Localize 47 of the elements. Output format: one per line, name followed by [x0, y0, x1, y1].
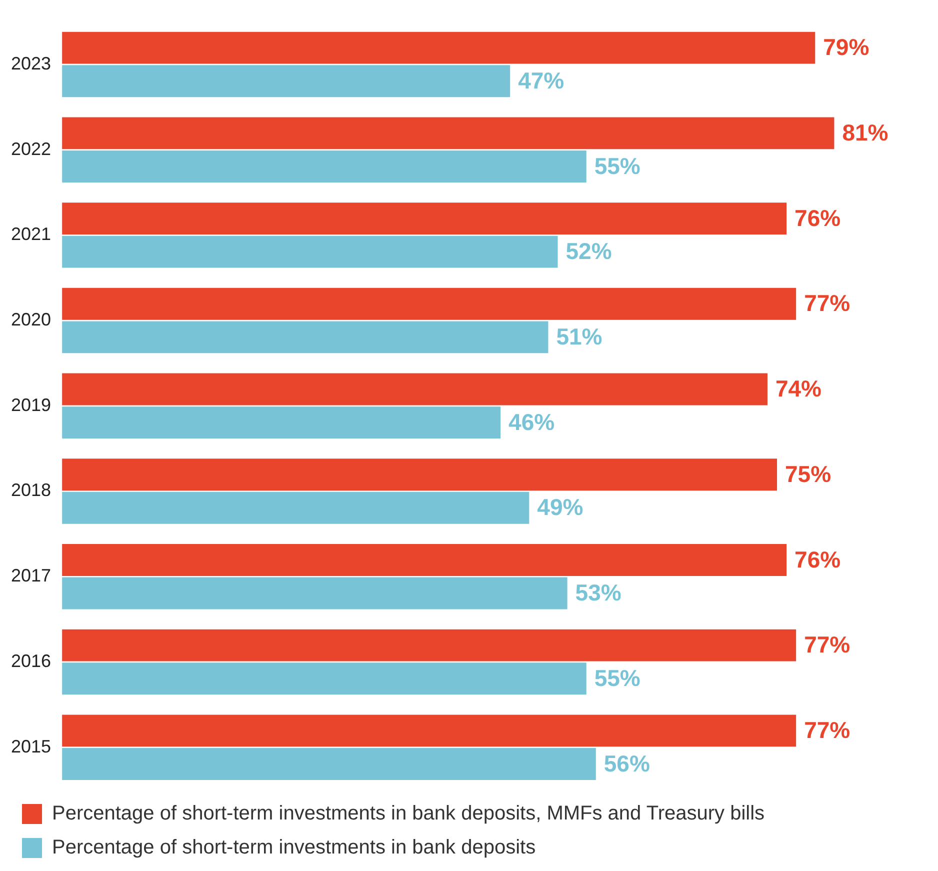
data-label: 81%: [842, 120, 888, 146]
bar: [62, 577, 568, 610]
data-label: 56%: [604, 750, 650, 776]
y-tick-label: 2022: [10, 138, 52, 159]
legend-label: Percentage of short-term investments in bank deposits, MMFs and Treasury bills: [52, 802, 765, 825]
bar: [62, 32, 816, 64]
bar: [62, 288, 796, 320]
data-label: 77%: [804, 717, 850, 744]
data-label: 55%: [594, 152, 640, 179]
bar: [62, 117, 834, 150]
y-tick-label: 2018: [10, 480, 52, 500]
data-label: 75%: [785, 460, 832, 487]
y-tick-label: 2021: [10, 224, 52, 244]
data-label: 79%: [823, 34, 870, 60]
bar: [62, 150, 586, 182]
data-label: 77%: [804, 632, 850, 658]
bar: [62, 202, 787, 235]
bar: [62, 406, 501, 439]
bar: [62, 373, 768, 406]
data-label: 77%: [804, 290, 850, 316]
data-label: 46%: [508, 408, 555, 435]
bar: [62, 629, 796, 662]
bar: [62, 236, 558, 268]
legend-label: Percentage of short-term investments in bank deposits: [52, 836, 536, 859]
data-label: 76%: [794, 204, 841, 231]
y-tick-label: 2016: [10, 650, 52, 671]
y-tick-label: 2023: [10, 53, 52, 74]
y-tick-label: 2017: [10, 566, 52, 586]
bar: [62, 544, 787, 576]
data-label: 49%: [537, 494, 584, 520]
data-label: 52%: [566, 238, 612, 264]
bar: [62, 321, 548, 354]
y-tick-label: 2020: [10, 310, 52, 330]
data-label: 74%: [775, 376, 822, 402]
data-label: 53%: [575, 580, 622, 606]
data-label: 51%: [556, 324, 602, 350]
data-label: 76%: [794, 546, 841, 572]
bar: [62, 65, 510, 98]
data-label: 47%: [518, 67, 564, 94]
y-tick-label: 2019: [10, 394, 52, 415]
data-label: 55%: [594, 664, 640, 691]
bar: [62, 662, 586, 695]
bar: [62, 458, 778, 491]
y-tick-label: 2015: [10, 736, 52, 756]
bar: [62, 492, 530, 524]
bar: [62, 714, 796, 747]
bar: [62, 748, 596, 780]
